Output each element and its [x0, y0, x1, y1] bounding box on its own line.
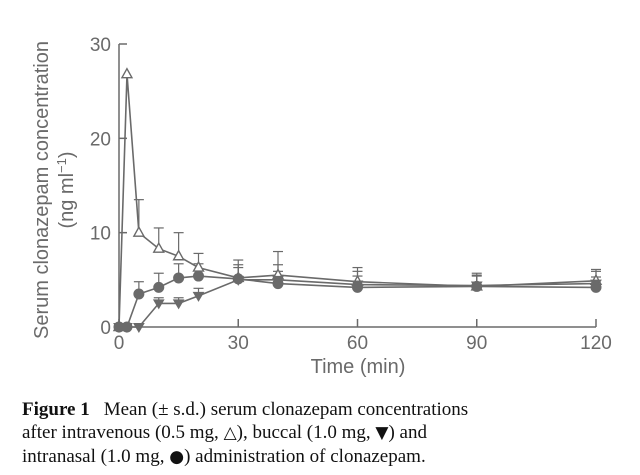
series-3-point [121, 321, 133, 333]
series-3-point [153, 281, 165, 293]
y-tick-label: 0 [100, 318, 111, 339]
series-3-point [173, 272, 185, 284]
series-1-point [120, 67, 134, 79]
series-layer [112, 67, 603, 333]
x-tick-label: 60 [347, 333, 368, 354]
filled-down-triangle-icon: ▼ [375, 423, 389, 443]
caption-line-1-text: Mean (± s.d.) serum clonazepam concentra… [103, 399, 469, 420]
y-unit-prefix: (ng ml [56, 173, 78, 229]
series-3-point [232, 273, 244, 285]
caption-line-1: Figure 1 Mean (± s.d.) serum clonazepam c… [22, 398, 632, 421]
y-unit-suffix: ) [56, 151, 78, 158]
caption-line-2-c: ) and [388, 422, 427, 443]
y-axis-unit: (ng ml−1) [54, 151, 79, 228]
series-1-point [132, 225, 146, 237]
x-tick-label: 0 [114, 333, 125, 354]
caption-line-3-b: ) administration of clonazepam. [184, 446, 426, 467]
caption-line-3: intranasal (1.0 mg, ●) administration of… [22, 445, 632, 469]
caption-line-2: after intravenous (0.5 mg, △), buccal (1… [22, 421, 632, 445]
series-1-point [152, 241, 165, 253]
series-1-point [172, 249, 185, 261]
series-3-point [133, 288, 145, 300]
y-unit-exponent: −1 [54, 158, 69, 173]
axes: 0 10 20 30 0 30 60 90 120 [90, 35, 612, 354]
series-3-point [272, 278, 284, 290]
concentration-time-chart: 0 10 20 30 0 30 60 90 120 Time (min) Serum clona… [31, 35, 612, 378]
caption-line-2-a: after intravenous (0.5 mg, [22, 422, 224, 443]
filled-circle-icon: ● [169, 447, 185, 467]
y-tick-label: 20 [90, 129, 111, 150]
series-3-point [352, 281, 363, 293]
series-3-point [471, 280, 483, 292]
caption-line-2-b: ), buccal (1.0 mg, [236, 422, 376, 443]
series-3-point [193, 270, 204, 282]
x-axis-label: Time (min) [311, 356, 406, 378]
open-triangle-icon: △ [223, 423, 237, 443]
y-tick-label: 10 [90, 224, 111, 245]
series-2-point [172, 299, 185, 310]
x-tick-label: 30 [228, 333, 249, 354]
figure-caption: Figure 1 Mean (± s.d.) serum clonazepam c… [22, 398, 632, 469]
series-2-point [133, 323, 145, 333]
y-axis-label: Serum clonazepam concentration [31, 41, 53, 339]
series-2-point [152, 299, 165, 310]
figure-label: Figure 1 [22, 399, 90, 420]
x-tick-label: 90 [466, 333, 487, 354]
caption-line-3-a: intranasal (1.0 mg, [22, 446, 170, 467]
series-2-point [192, 291, 205, 302]
y-tick-label: 30 [90, 35, 111, 56]
series-3-point [590, 281, 602, 293]
x-tick-label: 120 [580, 333, 612, 354]
